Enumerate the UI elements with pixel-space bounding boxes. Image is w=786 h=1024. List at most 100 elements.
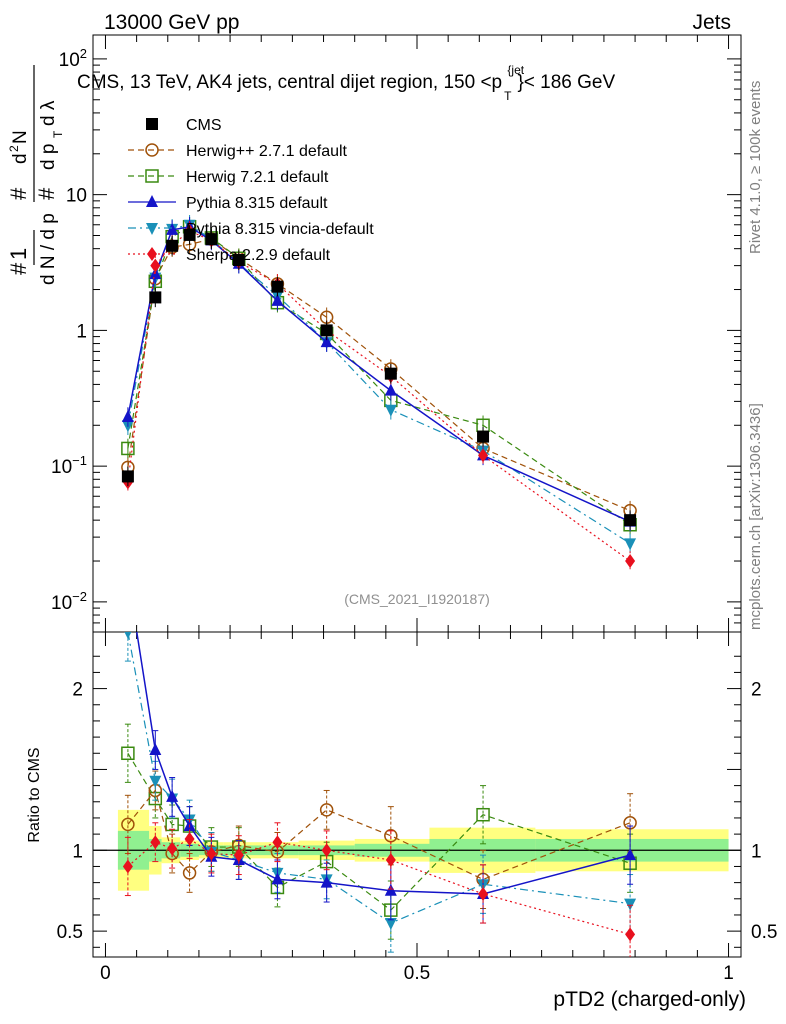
legend-marker	[146, 223, 158, 235]
uncertainty-bands	[117, 809, 729, 891]
ratio-series-sherpa-2-2-9-default	[122, 819, 636, 957]
data-point	[149, 291, 162, 304]
data-point	[205, 233, 218, 246]
data-point	[625, 554, 636, 569]
y-tick-label: 10	[66, 186, 87, 207]
title-subscript: T	[504, 89, 512, 103]
ratio-series-line	[127, 632, 631, 924]
data-point	[271, 280, 284, 293]
ratio-y-tick-label-right: 2	[751, 680, 762, 701]
svg-text:#: #	[6, 262, 31, 275]
header-right: Jets	[692, 11, 731, 34]
svg-text:d λ: d λ	[38, 100, 59, 126]
legend-marker	[147, 247, 157, 261]
data-point	[121, 470, 134, 483]
data-point	[166, 222, 179, 235]
svg-text:d N / d p: d N / d p	[38, 213, 59, 285]
svg-text:T: T	[51, 130, 65, 138]
ratio-point	[122, 568, 134, 580]
x-tick-label: 0.5	[404, 963, 430, 984]
ratio-point	[122, 859, 133, 874]
svg-text:#: #	[34, 187, 59, 200]
legend-item: Herwig 7.2.1 default	[128, 169, 329, 186]
x-tick-label: 1	[723, 963, 734, 984]
ratio-point	[320, 875, 333, 888]
data-point	[624, 538, 637, 551]
title-main: CMS, 13 TeV, AK4 jets, central dijet reg…	[77, 72, 502, 93]
series-line	[127, 225, 631, 523]
data-point	[271, 293, 284, 306]
data-point	[320, 335, 333, 348]
svg-text:N: N	[10, 130, 31, 144]
legend-marker	[146, 118, 158, 130]
legend-label: CMS	[186, 117, 222, 134]
ratio-point	[319, 803, 334, 817]
series-herwig-7-2-1-default	[121, 217, 637, 535]
data-point	[121, 441, 135, 456]
series-pythia-8-315-vincia-default	[121, 215, 637, 554]
legend-item: Pythia 8.315 vincia-default	[128, 221, 374, 238]
ratio-point	[150, 835, 161, 850]
data-point	[384, 367, 397, 380]
ratio-point	[121, 817, 135, 832]
y-tick-label: 10−2	[51, 589, 87, 614]
ratio-y-tick-label-right: 1	[751, 841, 762, 862]
svg-text:2: 2	[7, 145, 21, 152]
ratio-y-tick-label: 1	[72, 841, 83, 862]
ratio-series-line	[127, 838, 631, 935]
ratio-point	[476, 807, 490, 822]
data-point	[121, 410, 134, 423]
data-point	[150, 258, 161, 273]
header-left: 13000 GeV pp	[104, 11, 239, 34]
ratio-point	[624, 898, 637, 911]
rivet-label: Rivet 4.1.0, ≥ 100k events	[747, 80, 764, 254]
y-tick-label: 102	[59, 46, 87, 71]
ratio-point	[478, 886, 489, 901]
ratio-ylabel: Ratio to CMS	[26, 747, 43, 842]
legend-label: Pythia 8.315 default	[186, 195, 328, 212]
legend: CMS Herwig++ 2.7.1 default Herwig 7.2.1 de…	[128, 117, 374, 264]
legend-item: Pythia 8.315 default	[128, 195, 328, 212]
analysis-id: (CMS_2021_I1920187)	[344, 591, 490, 607]
ratio-point	[321, 843, 332, 858]
ratio-point	[271, 872, 284, 885]
data-point	[183, 228, 196, 241]
ratio-point	[233, 848, 244, 863]
main-ylabel: # 1 d N / d p # d 2 N # d p T d λ	[6, 65, 65, 285]
data-point	[384, 404, 397, 417]
ratio-plot-layer: 0 0.5 1 0.5 0.5 1 1 2 2	[57, 568, 777, 984]
ratio-panel-frame	[92, 631, 742, 958]
ratio-series-line	[127, 752, 631, 911]
svg-text:d: d	[10, 153, 31, 164]
ratio-y-tick-label: 0.5	[57, 922, 83, 943]
legend-marker	[145, 143, 159, 157]
series-pythia-8-315-default	[121, 217, 637, 532]
series-line	[127, 224, 631, 544]
data-point	[232, 254, 245, 267]
legend-item: Sherpa 2.2.9 default	[128, 247, 331, 264]
chart-title: CMS, 13 TeV, AK4 jets, central dijet reg…	[77, 63, 615, 103]
x-axis-label: pTD2 (charged-only)	[553, 988, 746, 1011]
svg-text:#: #	[6, 187, 31, 200]
legend-marker	[146, 195, 158, 207]
series-line	[127, 230, 631, 562]
ratio-point	[384, 918, 397, 931]
data-point	[320, 324, 333, 337]
y-tick-label: 10−1	[51, 453, 87, 478]
series-sherpa-2-2-9-default	[122, 221, 636, 571]
svg-text:1: 1	[6, 248, 31, 260]
main-plot-layer: 10−2 10−1 1 10 102	[51, 35, 741, 633]
series-cms	[121, 225, 637, 530]
legend-item: Herwig++ 2.7.1 default	[128, 143, 348, 160]
ratio-point	[272, 835, 283, 850]
legend-marker	[145, 169, 159, 183]
mcplots-label: mcplots.cern.ch [arXiv:1306.3436]	[747, 403, 764, 630]
ratio-point	[206, 846, 217, 861]
series-line	[127, 226, 631, 526]
ratio-point	[167, 841, 178, 856]
ratio-point	[149, 743, 162, 756]
ratio-y-tick-label: 2	[72, 680, 83, 701]
ratio-point	[182, 866, 197, 880]
ratio-point	[384, 883, 397, 896]
x-tick-label: 0	[100, 963, 111, 984]
